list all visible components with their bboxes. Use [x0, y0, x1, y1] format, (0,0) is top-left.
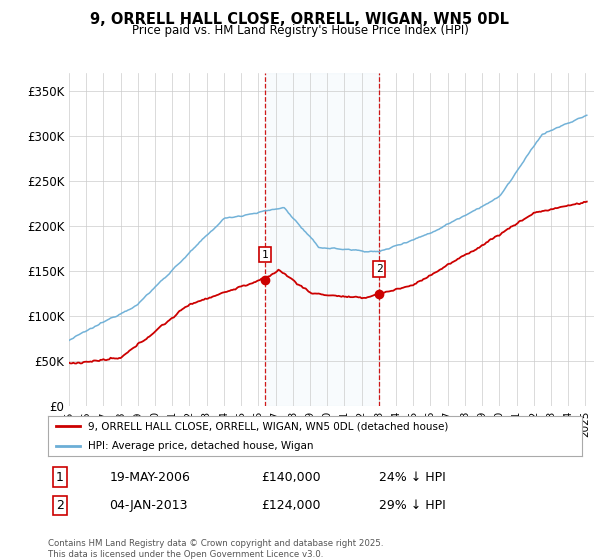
Text: 04-JAN-2013: 04-JAN-2013 — [109, 499, 188, 512]
Text: 1: 1 — [262, 250, 268, 260]
Text: 2: 2 — [376, 264, 382, 274]
Text: Contains HM Land Registry data © Crown copyright and database right 2025.
This d: Contains HM Land Registry data © Crown c… — [48, 539, 383, 559]
Text: £140,000: £140,000 — [262, 470, 321, 484]
Text: 29% ↓ HPI: 29% ↓ HPI — [379, 499, 446, 512]
Text: Price paid vs. HM Land Registry's House Price Index (HPI): Price paid vs. HM Land Registry's House … — [131, 24, 469, 36]
Text: 9, ORRELL HALL CLOSE, ORRELL, WIGAN, WN5 0DL (detached house): 9, ORRELL HALL CLOSE, ORRELL, WIGAN, WN5… — [88, 421, 448, 431]
Text: 19-MAY-2006: 19-MAY-2006 — [109, 470, 190, 484]
Text: HPI: Average price, detached house, Wigan: HPI: Average price, detached house, Wiga… — [88, 441, 314, 451]
Bar — [265, 73, 379, 406]
Text: £124,000: £124,000 — [262, 499, 321, 512]
Text: 2: 2 — [56, 499, 64, 512]
Text: 1: 1 — [56, 470, 64, 484]
Text: 24% ↓ HPI: 24% ↓ HPI — [379, 470, 446, 484]
Text: 9, ORRELL HALL CLOSE, ORRELL, WIGAN, WN5 0DL: 9, ORRELL HALL CLOSE, ORRELL, WIGAN, WN5… — [91, 12, 509, 27]
